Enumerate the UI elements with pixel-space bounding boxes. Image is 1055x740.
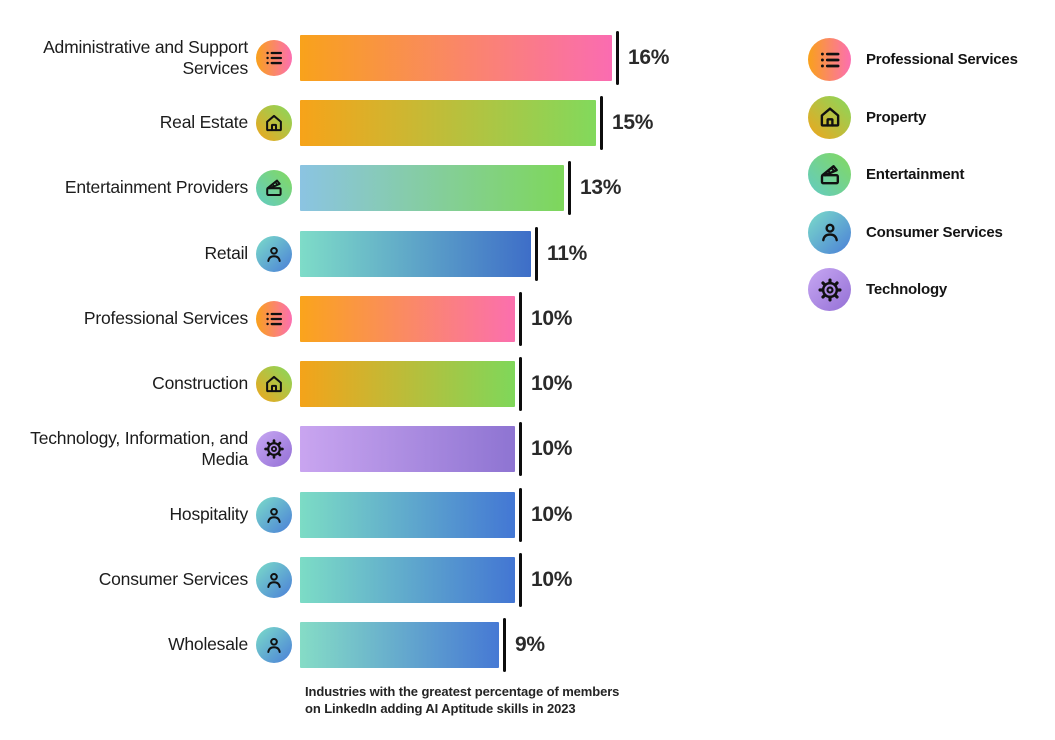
legend-icon-badge (808, 95, 851, 139)
house-icon (266, 375, 282, 393)
clapperboard-icon (266, 179, 282, 196)
legend: Professional Services Property Entertain… (808, 38, 1018, 326)
bar-row: Consumer Services 10% (0, 547, 1055, 613)
bar-end-tick (535, 227, 538, 281)
category-label: Professional Services (83, 308, 248, 329)
category-icon-badge (256, 40, 292, 76)
bar-row: Wholesale 9% (0, 612, 1055, 678)
category-label: Entertainment Providers (64, 177, 248, 198)
bar (300, 100, 596, 146)
bar (300, 622, 499, 668)
legend-item: Consumer Services (808, 210, 1018, 254)
legend-label: Technology (866, 281, 948, 298)
bar (300, 361, 515, 407)
value-label: 16% (628, 46, 670, 69)
value-label: 15% (612, 111, 654, 134)
house-icon (266, 114, 282, 132)
value-label: 13% (580, 176, 622, 199)
bar-row: Technology, Information, and Media 10% (0, 416, 1055, 482)
legend-icon-badge (808, 38, 851, 81)
category-icon-badge (256, 497, 292, 533)
bar (300, 296, 515, 342)
category-label: Retail (204, 243, 248, 264)
value-label: 9% (515, 633, 545, 656)
bar (300, 35, 612, 81)
category-icon-badge (256, 627, 292, 663)
person-icon (267, 246, 281, 262)
bar-end-tick (519, 553, 522, 607)
category-icon-badge (256, 236, 292, 272)
bar-row: Retail 11% (0, 221, 1055, 287)
legend-item: Professional Services (808, 38, 1018, 81)
list-icon (266, 51, 283, 65)
list-icon (266, 312, 283, 326)
value-label: 10% (531, 568, 573, 591)
gear-icon (264, 439, 284, 459)
legend-icon-badge (808, 268, 851, 311)
bar-row: Entertainment Providers 13% (0, 155, 1055, 221)
bar (300, 165, 564, 211)
bar-row: Administrative and Support Services 16% (0, 25, 1055, 91)
value-label: 11% (547, 242, 587, 265)
bar-end-tick (503, 618, 506, 672)
legend-item: Property (808, 95, 1018, 139)
bar-end-tick (519, 292, 522, 346)
bar (300, 492, 515, 538)
category-label: Technology, Information, and Media (30, 427, 248, 469)
category-icon-badge (256, 431, 292, 467)
bar-row: Construction 10% (0, 351, 1055, 417)
category-icon-badge (256, 366, 292, 402)
person-icon (267, 637, 281, 653)
legend-icon-badge (808, 210, 851, 254)
category-label: Real Estate (159, 112, 248, 133)
clapperboard-icon (820, 164, 839, 184)
bar-row: Professional Services 10% (0, 286, 1055, 352)
category-icon-badge (256, 105, 292, 141)
legend-label: Professional Services (866, 51, 1018, 68)
caption-line-1: Industries with the greatest percentage … (305, 684, 620, 699)
value-label: 10% (531, 503, 573, 526)
bar-end-tick (519, 488, 522, 542)
category-icon-badge (256, 562, 292, 598)
legend-item: Entertainment (808, 153, 1018, 196)
legend-item: Technology (808, 268, 1018, 311)
bar-end-tick (519, 422, 522, 476)
chart-caption: Industries with the greatest percentage … (305, 684, 725, 717)
value-label: 10% (531, 307, 573, 330)
bar-end-tick (568, 161, 571, 215)
category-label: Consumer Services (98, 569, 248, 590)
value-label: 10% (531, 372, 573, 395)
legend-label: Property (866, 108, 927, 126)
bar-row: Hospitality 10% (0, 482, 1055, 548)
caption-line-2: on LinkedIn adding AI Aptitude skills in… (305, 700, 576, 716)
category-icon-badge (256, 170, 292, 206)
house-icon (820, 107, 839, 127)
person-icon (267, 572, 281, 588)
category-label: Hospitality (169, 504, 248, 525)
bar (300, 231, 531, 277)
bar-row: Real Estate 15% (0, 90, 1055, 156)
bar-end-tick (616, 31, 619, 85)
legend-icon-badge (808, 153, 851, 196)
list-icon (820, 52, 839, 67)
legend-label: Consumer Services (866, 223, 1003, 241)
bar (300, 426, 515, 472)
legend-label: Entertainment (866, 166, 965, 183)
category-icon-badge (256, 301, 292, 337)
gear-icon (817, 277, 842, 302)
bar (300, 557, 515, 603)
bar-end-tick (600, 96, 603, 150)
category-label: Administrative and Support Services (43, 36, 248, 78)
person-icon (821, 223, 838, 242)
person-icon (267, 507, 281, 523)
value-label: 10% (531, 437, 573, 460)
category-label: Construction (152, 373, 248, 394)
bar-end-tick (519, 357, 522, 411)
category-label: Wholesale (168, 634, 248, 655)
